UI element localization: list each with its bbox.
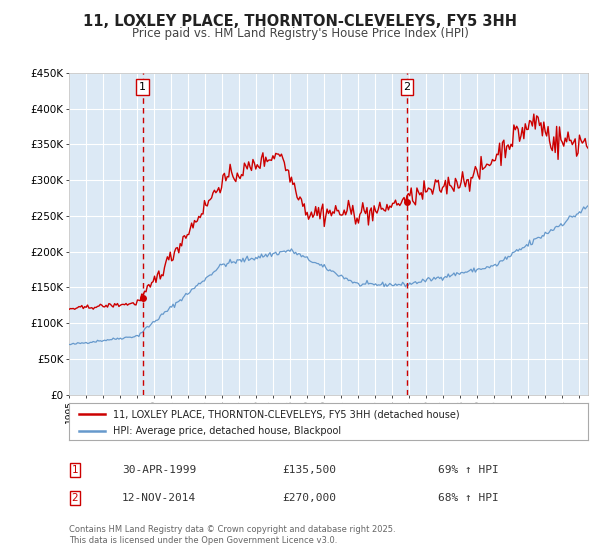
Text: 12-NOV-2014: 12-NOV-2014 [122,493,196,503]
Text: 69% ↑ HPI: 69% ↑ HPI [437,465,499,475]
Text: 11, LOXLEY PLACE, THORNTON-CLEVELEYS, FY5 3HH: 11, LOXLEY PLACE, THORNTON-CLEVELEYS, FY… [83,14,517,29]
Text: Contains HM Land Registry data © Crown copyright and database right 2025.
This d: Contains HM Land Registry data © Crown c… [69,525,395,545]
Text: 30-APR-1999: 30-APR-1999 [122,465,196,475]
Text: £270,000: £270,000 [282,493,336,503]
Text: £135,500: £135,500 [282,465,336,475]
Text: 1: 1 [71,465,79,475]
Text: HPI: Average price, detached house, Blackpool: HPI: Average price, detached house, Blac… [113,426,341,436]
Text: 11, LOXLEY PLACE, THORNTON-CLEVELEYS, FY5 3HH (detached house): 11, LOXLEY PLACE, THORNTON-CLEVELEYS, FY… [113,409,460,419]
Text: 68% ↑ HPI: 68% ↑ HPI [437,493,499,503]
Text: 2: 2 [71,493,79,503]
Text: 1: 1 [139,82,146,92]
Text: Price paid vs. HM Land Registry's House Price Index (HPI): Price paid vs. HM Land Registry's House … [131,27,469,40]
Text: 2: 2 [404,82,410,92]
